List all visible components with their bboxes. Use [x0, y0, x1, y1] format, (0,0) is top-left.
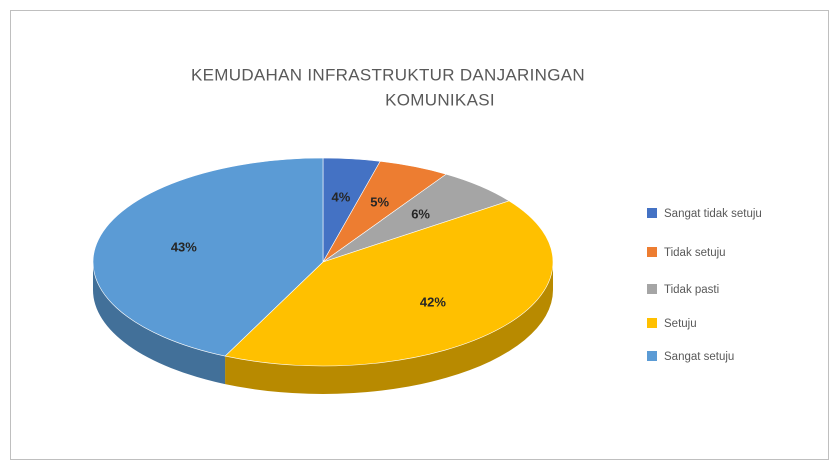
chart-title: KOMUNIKASI [385, 90, 495, 109]
legend-swatch [647, 351, 657, 361]
legend-label: Sangat setuju [664, 351, 734, 363]
legend-label: Setuju [664, 318, 697, 330]
data-label: 4% [331, 189, 350, 204]
pie-slice [92, 157, 324, 357]
legend-swatch [647, 247, 657, 257]
pie-slice [224, 200, 554, 367]
data-label: 43% [171, 239, 197, 254]
legend-label: Sangat tidak setuju [664, 208, 762, 220]
data-label: 5% [370, 194, 389, 209]
legend-label: Tidak setuju [664, 247, 726, 259]
legend-swatch [647, 284, 657, 294]
legend-swatch [647, 318, 657, 328]
pie-slice-side [225, 262, 553, 394]
legend-swatch [647, 208, 657, 218]
data-label: 42% [420, 295, 446, 310]
pie-slice-side [93, 262, 226, 385]
data-label: 6% [411, 206, 430, 221]
chart-title: KEMUDAHAN INFRASTRUKTUR DANJARINGAN [191, 65, 585, 84]
legend-label: Tidak pasti [664, 284, 719, 296]
